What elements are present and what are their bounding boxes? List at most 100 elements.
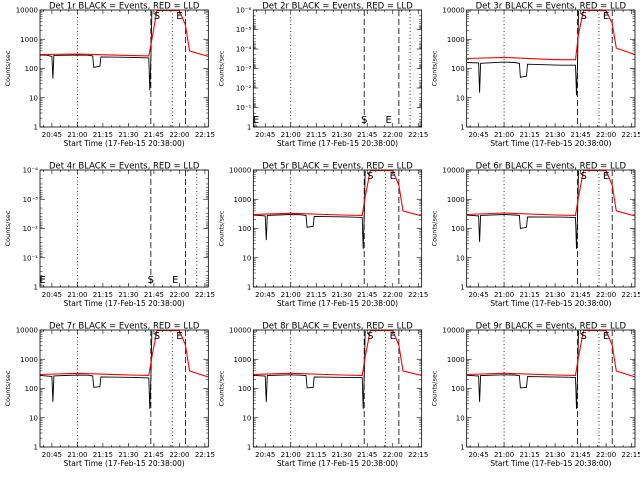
detector-panel-4: Det 4r BLACK = Events, RED = LLD Counts/s… [4, 162, 215, 309]
plot-frame [252, 9, 423, 128]
x-tick-label: 21:45 [144, 451, 164, 459]
y-tick-label: 10 [456, 414, 465, 422]
events-series-line [253, 170, 366, 249]
y-tick-label: 10⁻² [23, 225, 39, 233]
lld-series-line [253, 170, 422, 217]
marker-s: S [367, 171, 373, 182]
x-axis-label: Start Time (17-Feb-15 20:38:00) [490, 299, 611, 308]
y-tick-label: 100 [451, 225, 464, 233]
x-tick-label: 22:15 [408, 291, 428, 299]
panel-title: Det 1r BLACK = Events, RED = LLD [49, 2, 200, 12]
x-tick-label: 21:00 [281, 451, 301, 459]
x-tick-label: 21:45 [144, 291, 164, 299]
marker-e: E [603, 11, 609, 22]
marker-s: S [580, 171, 586, 182]
x-tick-label: 21:45 [357, 451, 377, 459]
events-series-line [466, 170, 579, 249]
x-axis-label: Start Time (17-Feb-15 20:38:00) [64, 459, 185, 468]
x-tick-label: 21:15 [93, 451, 113, 459]
x-axis-label: Start Time (17-Feb-15 20:38:00) [490, 139, 611, 148]
plot-frame [466, 329, 636, 448]
y-tick-label: 10 [456, 254, 465, 262]
x-tick-label: 22:15 [408, 451, 428, 459]
y-tick-label: 1 [34, 444, 38, 452]
x-tick-label: 21:45 [570, 451, 590, 459]
x-tick-label: 21:30 [118, 451, 138, 459]
plot-frame [39, 169, 209, 288]
plot-frame [466, 169, 636, 288]
plot-frame [252, 169, 423, 288]
y-tick-label: 10⁻² [236, 85, 252, 93]
x-tick-label: 20:45 [255, 291, 275, 299]
y-tick-label: 1000 [20, 36, 38, 44]
y-tick-label: 10000 [442, 167, 464, 175]
y-tick-label: 1 [460, 284, 464, 292]
marker-s: S [154, 11, 160, 22]
y-tick-label: 10 [242, 414, 251, 422]
events-series-line [40, 10, 153, 91]
plot-frame [466, 9, 636, 128]
events-series-line [466, 330, 579, 409]
x-axis-label: Start Time (17-Feb-15 20:38:00) [277, 139, 398, 148]
y-tick-label: 1000 [447, 36, 465, 44]
y-tick-label: 100 [451, 385, 464, 393]
x-tick-label: 21:45 [570, 131, 590, 139]
detector-panel-8: Det 8r BLACK = Events, RED = LLD Counts/s… [217, 322, 428, 469]
x-axis-label: Start Time (17-Feb-15 20:38:00) [490, 459, 611, 468]
x-tick-label: 21:30 [545, 291, 565, 299]
marker-s: S [154, 331, 160, 342]
y-tick-label: 10000 [442, 327, 464, 335]
x-tick-label: 22:15 [195, 291, 215, 299]
y-tick-label: 1 [34, 284, 38, 292]
x-tick-label: 21:15 [306, 131, 326, 139]
x-tick-label: 22:00 [383, 291, 403, 299]
panel-title: Det 7r BLACK = Events, RED = LLD [49, 322, 200, 332]
events-series-line [40, 330, 153, 409]
marker-e: E [40, 275, 46, 286]
panel-title: Det 3r BLACK = Events, RED = LLD [476, 2, 627, 12]
y-tick-label: 10000 [16, 327, 38, 335]
panel-title: Det 2r BLACK = Events, RED = LLD [262, 2, 413, 12]
x-tick-label: 22:00 [169, 131, 189, 139]
marker-e: E [176, 331, 182, 342]
y-tick-label: 10 [29, 414, 38, 422]
detector-panel-7: Det 7r BLACK = Events, RED = LLD Counts/s… [4, 322, 215, 469]
detector-panel-5: Det 5r BLACK = Events, RED = LLD Counts/s… [217, 162, 428, 309]
y-axis-label: Counts/sec [217, 210, 225, 246]
x-tick-label: 21:15 [519, 291, 539, 299]
x-tick-label: 20:45 [468, 131, 488, 139]
panel-title: Det 8r BLACK = Events, RED = LLD [262, 322, 413, 332]
marker-e: E [603, 331, 609, 342]
marker-e: E [172, 275, 178, 286]
x-tick-label: 21:00 [494, 451, 514, 459]
y-tick-label: 10⁻⁴ [23, 167, 39, 175]
x-tick-label: 21:30 [332, 451, 352, 459]
plot-frame [252, 329, 423, 448]
x-tick-label: 21:45 [144, 131, 164, 139]
lld-series-line [253, 330, 422, 376]
y-tick-label: 10⁻⁴ [236, 46, 252, 54]
x-tick-label: 21:15 [519, 451, 539, 459]
y-tick-label: 10⁻¹ [23, 254, 39, 262]
x-tick-label: 21:30 [545, 451, 565, 459]
x-tick-label: 20:45 [468, 291, 488, 299]
x-axis-label: Start Time (17-Feb-15 20:38:00) [277, 459, 398, 468]
marker-s: S [580, 331, 586, 342]
x-tick-label: 21:30 [545, 131, 565, 139]
y-tick-label: 100 [238, 225, 251, 233]
panel-title: Det 9r BLACK = Events, RED = LLD [476, 322, 627, 332]
y-tick-label: 10000 [442, 7, 464, 15]
x-tick-label: 22:15 [195, 131, 215, 139]
x-tick-label: 21:00 [494, 291, 514, 299]
x-tick-label: 20:45 [42, 451, 62, 459]
x-tick-label: 21:00 [67, 131, 87, 139]
x-tick-label: 21:00 [67, 451, 87, 459]
lld-series-line [466, 170, 635, 217]
x-tick-label: 22:00 [383, 451, 403, 459]
x-tick-label: 20:45 [468, 451, 488, 459]
lld-series-line [40, 330, 209, 378]
y-tick-label: 1000 [447, 356, 465, 364]
x-tick-label: 22:15 [621, 451, 640, 459]
x-tick-label: 21:45 [357, 131, 377, 139]
x-tick-label: 21:15 [306, 291, 326, 299]
